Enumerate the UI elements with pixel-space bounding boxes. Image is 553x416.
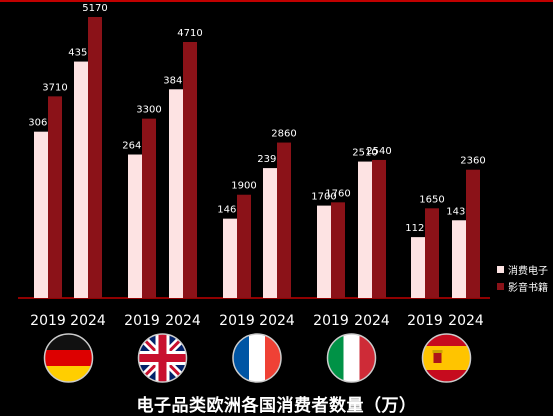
x-tick-label: 2019: [407, 313, 443, 329]
data-label: 3710: [42, 82, 67, 93]
top-rule: [0, 0, 553, 2]
data-label: 2540: [366, 146, 391, 157]
x-tick-label: 2024: [448, 313, 484, 329]
bar-consumer-electronics: [452, 220, 466, 298]
flag-rim: [326, 333, 377, 383]
x-tick-label: 2024: [259, 313, 295, 329]
bar-media-books: [277, 142, 291, 298]
x-tick-label: 2024: [354, 313, 390, 329]
data-label: 2360: [460, 156, 485, 167]
data-label: 1700: [311, 192, 336, 203]
flag-rim: [137, 333, 188, 383]
bar-media-books: [237, 194, 251, 298]
data-label: 1760: [325, 188, 350, 199]
data-label: 1900: [231, 181, 256, 192]
bar-media-books: [425, 208, 439, 298]
bar-media-books: [88, 17, 102, 298]
x-tick-label: 2019: [313, 313, 349, 329]
x-tick-label: 2019: [219, 313, 255, 329]
data-label: 1120: [405, 223, 430, 234]
bar-consumer-electronics: [317, 205, 331, 298]
flag-rim: [421, 333, 472, 383]
data-label: 5170: [82, 3, 107, 14]
bar-media-books: [142, 118, 156, 298]
data-label: 3060: [28, 118, 53, 129]
data-label: 1650: [419, 194, 444, 205]
flag-rim: [232, 333, 282, 383]
legend-swatch-media-books: [497, 283, 504, 290]
bar-media-books: [331, 202, 345, 298]
legend-label-consumer-electronics: 消费电子: [508, 266, 548, 277]
chart-title: 电子品类欧洲各国消费者数量（万）: [136, 396, 417, 416]
bar-consumer-electronics: [263, 168, 277, 298]
data-label: 2860: [271, 129, 296, 140]
x-tick-label: 2024: [70, 313, 106, 329]
legend-label-media-books: 影音书籍: [508, 283, 548, 294]
data-label: 4350: [68, 48, 93, 59]
bar-media-books: [372, 159, 386, 298]
legend-item-media-books: 影音书籍: [497, 278, 548, 295]
bar-media-books: [466, 169, 480, 298]
bar-consumer-electronics: [128, 154, 142, 298]
bar-media-books: [48, 96, 62, 298]
bar-consumer-electronics: [74, 61, 88, 298]
data-label: 2510: [352, 148, 377, 159]
bar-consumer-electronics: [223, 218, 237, 298]
flag-rim: [43, 333, 94, 383]
legend-swatch-consumer-electronics: [497, 266, 504, 273]
legend-item-consumer-electronics: 消费电子: [497, 261, 548, 278]
data-label: 3840: [163, 75, 188, 86]
bar-consumer-electronics: [358, 161, 372, 298]
bar-consumer-electronics: [411, 237, 425, 298]
legend: 消费电子 影音书籍: [497, 261, 548, 295]
data-label: 4710: [177, 28, 202, 39]
data-label: 3300: [136, 105, 161, 116]
data-label: 1430: [446, 206, 471, 217]
bar-media-books: [183, 42, 197, 298]
data-label: 2390: [257, 154, 282, 165]
bar-consumer-electronics: [34, 131, 48, 298]
bar-consumer-electronics: [169, 89, 183, 298]
x-tick-label: 2024: [165, 313, 201, 329]
uk-flag: [138, 334, 187, 382]
x-tick-label: 2019: [124, 313, 160, 329]
data-label: 2640: [122, 141, 147, 152]
x-tick-label: 2019: [30, 313, 66, 329]
data-label: 1460: [217, 205, 242, 216]
